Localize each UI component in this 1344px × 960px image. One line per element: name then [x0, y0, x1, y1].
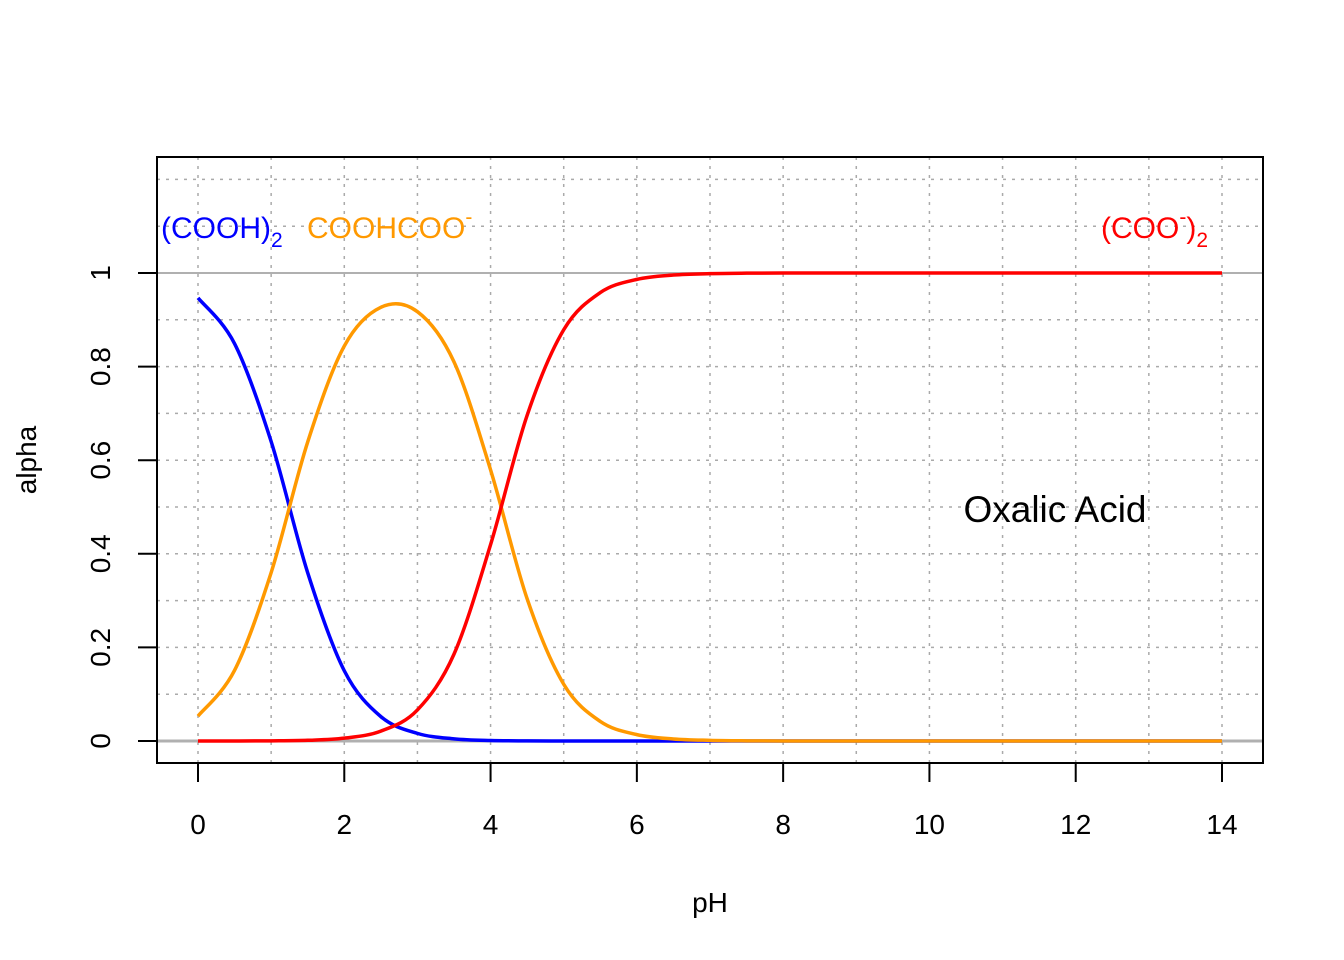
- x-tick-label: 8: [775, 809, 791, 840]
- x-tick-label: 12: [1060, 809, 1091, 840]
- x-tick-label: 14: [1206, 809, 1237, 840]
- y-tick-label: 0.2: [85, 628, 116, 667]
- x-tick-label: 2: [336, 809, 352, 840]
- series-lines: [196, 271, 1222, 743]
- y-axis-label: alpha: [11, 425, 42, 494]
- x-tick-label: 0: [190, 809, 206, 840]
- y-tick-label: 1: [85, 265, 116, 281]
- x-tick-label: 4: [483, 809, 499, 840]
- x-tick-label: 6: [629, 809, 645, 840]
- y-tick-label: 0.4: [85, 534, 116, 573]
- y-tick-label: 0: [85, 733, 116, 749]
- axes: 0 2 4 6 8 10 12 14 0 0.2 0.4 0.6 0.8 1: [85, 265, 1238, 840]
- x-tick-label: 10: [914, 809, 945, 840]
- legend-label-coohcoo: COOHCOO-: [307, 206, 472, 245]
- y-tick-label: 0.8: [85, 347, 116, 386]
- grid: [157, 157, 1263, 763]
- annotation-oxalic-acid: Oxalic Acid: [963, 489, 1146, 530]
- series-line-2: [197, 271, 1222, 743]
- x-axis-label: pH: [692, 887, 728, 918]
- series-line-1: [196, 302, 1222, 743]
- legend-label-coo2: (COO-)2: [1101, 206, 1208, 252]
- legend-label-cooh2: (COOH)2: [161, 212, 283, 252]
- y-tick-label: 0.6: [85, 441, 116, 480]
